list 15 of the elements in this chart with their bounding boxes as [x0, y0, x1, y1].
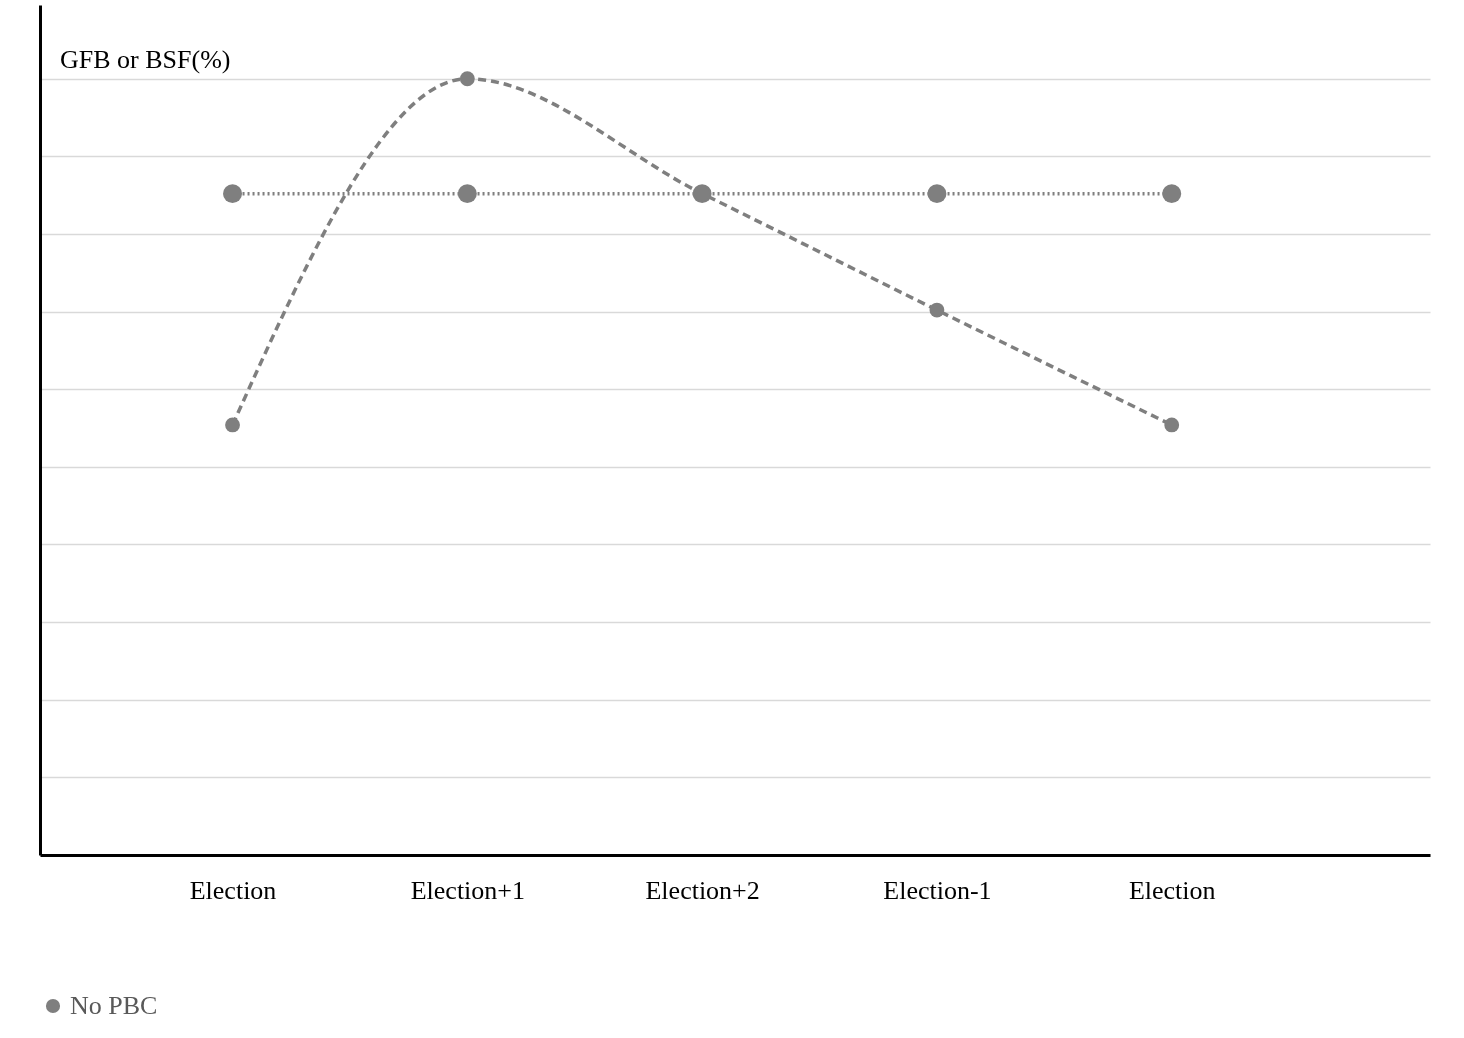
point: [225, 417, 240, 433]
point: [1162, 184, 1182, 204]
x-tick-label: Election: [1128, 875, 1216, 905]
x-tick-label: Election+1: [410, 875, 525, 905]
x-tick-label: Election: [189, 875, 277, 905]
point: [223, 184, 243, 204]
point: [459, 71, 475, 87]
y-axis-title: GFB or BSF(%): [60, 45, 231, 74]
point: [929, 302, 945, 318]
point: [1164, 417, 1180, 433]
x-tick-label: Election+2: [645, 875, 760, 905]
point: [927, 184, 947, 204]
x-tick-label: Election-1: [883, 875, 992, 905]
legend-label: No PBC: [70, 991, 158, 1020]
point: [457, 184, 477, 204]
